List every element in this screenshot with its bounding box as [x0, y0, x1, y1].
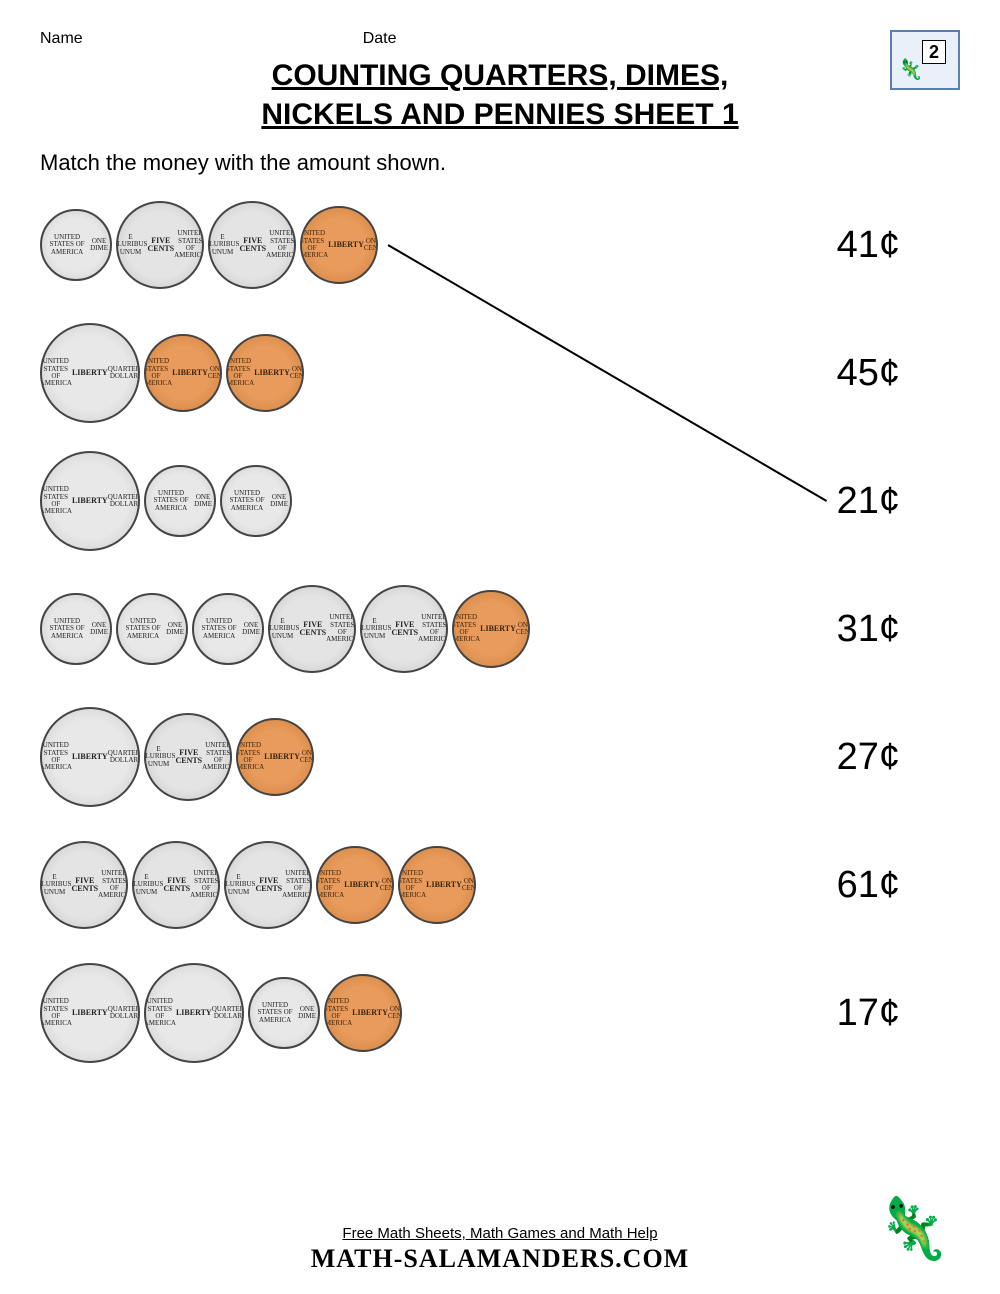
dime-coin: UNITED STATES OF AMERICAONE DIME: [116, 593, 188, 665]
penny-coin: UNITED STATES OF AMERICALIBERTYONE CENT: [236, 718, 314, 796]
nickel-coin: E PLURIBUS UNUMFIVE CENTSUNITED STATES O…: [116, 201, 204, 289]
dime-coin: UNITED STATES OF AMERICAONE DIME: [220, 465, 292, 537]
penny-coin: UNITED STATES OF AMERICALIBERTYONE CENT: [452, 590, 530, 668]
coin-group: UNITED STATES OF AMERICALIBERTYQUARTER D…: [40, 707, 314, 807]
quarter-coin: UNITED STATES OF AMERICALIBERTYQUARTER D…: [144, 963, 244, 1063]
grade-badge: 🦎 2: [890, 30, 960, 90]
worksheet-row: UNITED STATES OF AMERICAONE DIMEUNITED S…: [40, 574, 960, 684]
nickel-coin: E PLURIBUS UNUMFIVE CENTSUNITED STATES O…: [224, 841, 312, 929]
title-line-2: NICKELS AND PENNIES SHEET 1: [261, 98, 738, 131]
instruction-text: Match the money with the amount shown.: [40, 150, 960, 176]
amount-label: 17¢: [837, 992, 960, 1035]
name-label: Name: [40, 30, 83, 48]
penny-coin: UNITED STATES OF AMERICALIBERTYONE CENT: [324, 974, 402, 1052]
coin-group: UNITED STATES OF AMERICALIBERTYQUARTER D…: [40, 963, 402, 1063]
nickel-coin: E PLURIBUS UNUMFIVE CENTSUNITED STATES O…: [360, 585, 448, 673]
nickel-coin: E PLURIBUS UNUMFIVE CENTSUNITED STATES O…: [144, 713, 232, 801]
title-line-1: COUNTING QUARTERS, DIMES,: [272, 59, 729, 92]
penny-coin: UNITED STATES OF AMERICALIBERTYONE CENT: [398, 846, 476, 924]
worksheet-row: UNITED STATES OF AMERICALIBERTYQUARTER D…: [40, 958, 960, 1068]
coin-group: UNITED STATES OF AMERICALIBERTYQUARTER D…: [40, 451, 292, 551]
worksheet-row: E PLURIBUS UNUMFIVE CENTSUNITED STATES O…: [40, 830, 960, 940]
amount-label: 21¢: [837, 480, 960, 523]
dime-coin: UNITED STATES OF AMERICAONE DIME: [40, 209, 112, 281]
quarter-coin: UNITED STATES OF AMERICALIBERTYQUARTER D…: [40, 963, 140, 1063]
header-fields: Name Date: [40, 30, 960, 48]
amount-label: 61¢: [837, 864, 960, 907]
nickel-coin: E PLURIBUS UNUMFIVE CENTSUNITED STATES O…: [208, 201, 296, 289]
footer-site: MATH-SALAMANDERS.COM: [0, 1244, 1000, 1274]
coin-group: UNITED STATES OF AMERICAONE DIMEE PLURIB…: [40, 201, 378, 289]
dime-coin: UNITED STATES OF AMERICAONE DIME: [144, 465, 216, 537]
coin-group: UNITED STATES OF AMERICAONE DIMEUNITED S…: [40, 585, 530, 673]
dime-coin: UNITED STATES OF AMERICAONE DIME: [192, 593, 264, 665]
quarter-coin: UNITED STATES OF AMERICALIBERTYQUARTER D…: [40, 323, 140, 423]
penny-coin: UNITED STATES OF AMERICALIBERTYONE CENT: [226, 334, 304, 412]
worksheet-title: COUNTING QUARTERS, DIMES, NICKELS AND PE…: [180, 56, 820, 134]
dime-coin: UNITED STATES OF AMERICAONE DIME: [40, 593, 112, 665]
worksheet-row: UNITED STATES OF AMERICALIBERTYQUARTER D…: [40, 318, 960, 428]
coin-group: UNITED STATES OF AMERICALIBERTYQUARTER D…: [40, 323, 304, 423]
dime-coin: UNITED STATES OF AMERICAONE DIME: [248, 977, 320, 1049]
nickel-coin: E PLURIBUS UNUMFIVE CENTSUNITED STATES O…: [268, 585, 356, 673]
coin-group: E PLURIBUS UNUMFIVE CENTSUNITED STATES O…: [40, 841, 476, 929]
quarter-coin: UNITED STATES OF AMERICALIBERTYQUARTER D…: [40, 707, 140, 807]
grade-number: 2: [922, 40, 946, 64]
amount-label: 45¢: [837, 352, 960, 395]
salamander-icon: 🦎: [898, 57, 923, 82]
worksheet-row: UNITED STATES OF AMERICAONE DIMEE PLURIB…: [40, 190, 960, 300]
amount-label: 31¢: [837, 608, 960, 651]
penny-coin: UNITED STATES OF AMERICALIBERTYONE CENT: [300, 206, 378, 284]
worksheet-row: UNITED STATES OF AMERICALIBERTYQUARTER D…: [40, 702, 960, 812]
quarter-coin: UNITED STATES OF AMERICALIBERTYQUARTER D…: [40, 451, 140, 551]
footer: Free Math Sheets, Math Games and Math He…: [0, 1225, 1000, 1274]
nickel-coin: E PLURIBUS UNUMFIVE CENTSUNITED STATES O…: [40, 841, 128, 929]
penny-coin: UNITED STATES OF AMERICALIBERTYONE CENT: [316, 846, 394, 924]
date-label: Date: [363, 30, 397, 48]
amount-label: 41¢: [837, 224, 960, 267]
mascot-icon: 🦎: [875, 1193, 950, 1264]
worksheet-rows: UNITED STATES OF AMERICAONE DIMEE PLURIB…: [40, 190, 960, 1068]
nickel-coin: E PLURIBUS UNUMFIVE CENTSUNITED STATES O…: [132, 841, 220, 929]
worksheet-row: UNITED STATES OF AMERICALIBERTYQUARTER D…: [40, 446, 960, 556]
amount-label: 27¢: [837, 736, 960, 779]
penny-coin: UNITED STATES OF AMERICALIBERTYONE CENT: [144, 334, 222, 412]
footer-tagline: Free Math Sheets, Math Games and Math He…: [0, 1225, 1000, 1242]
